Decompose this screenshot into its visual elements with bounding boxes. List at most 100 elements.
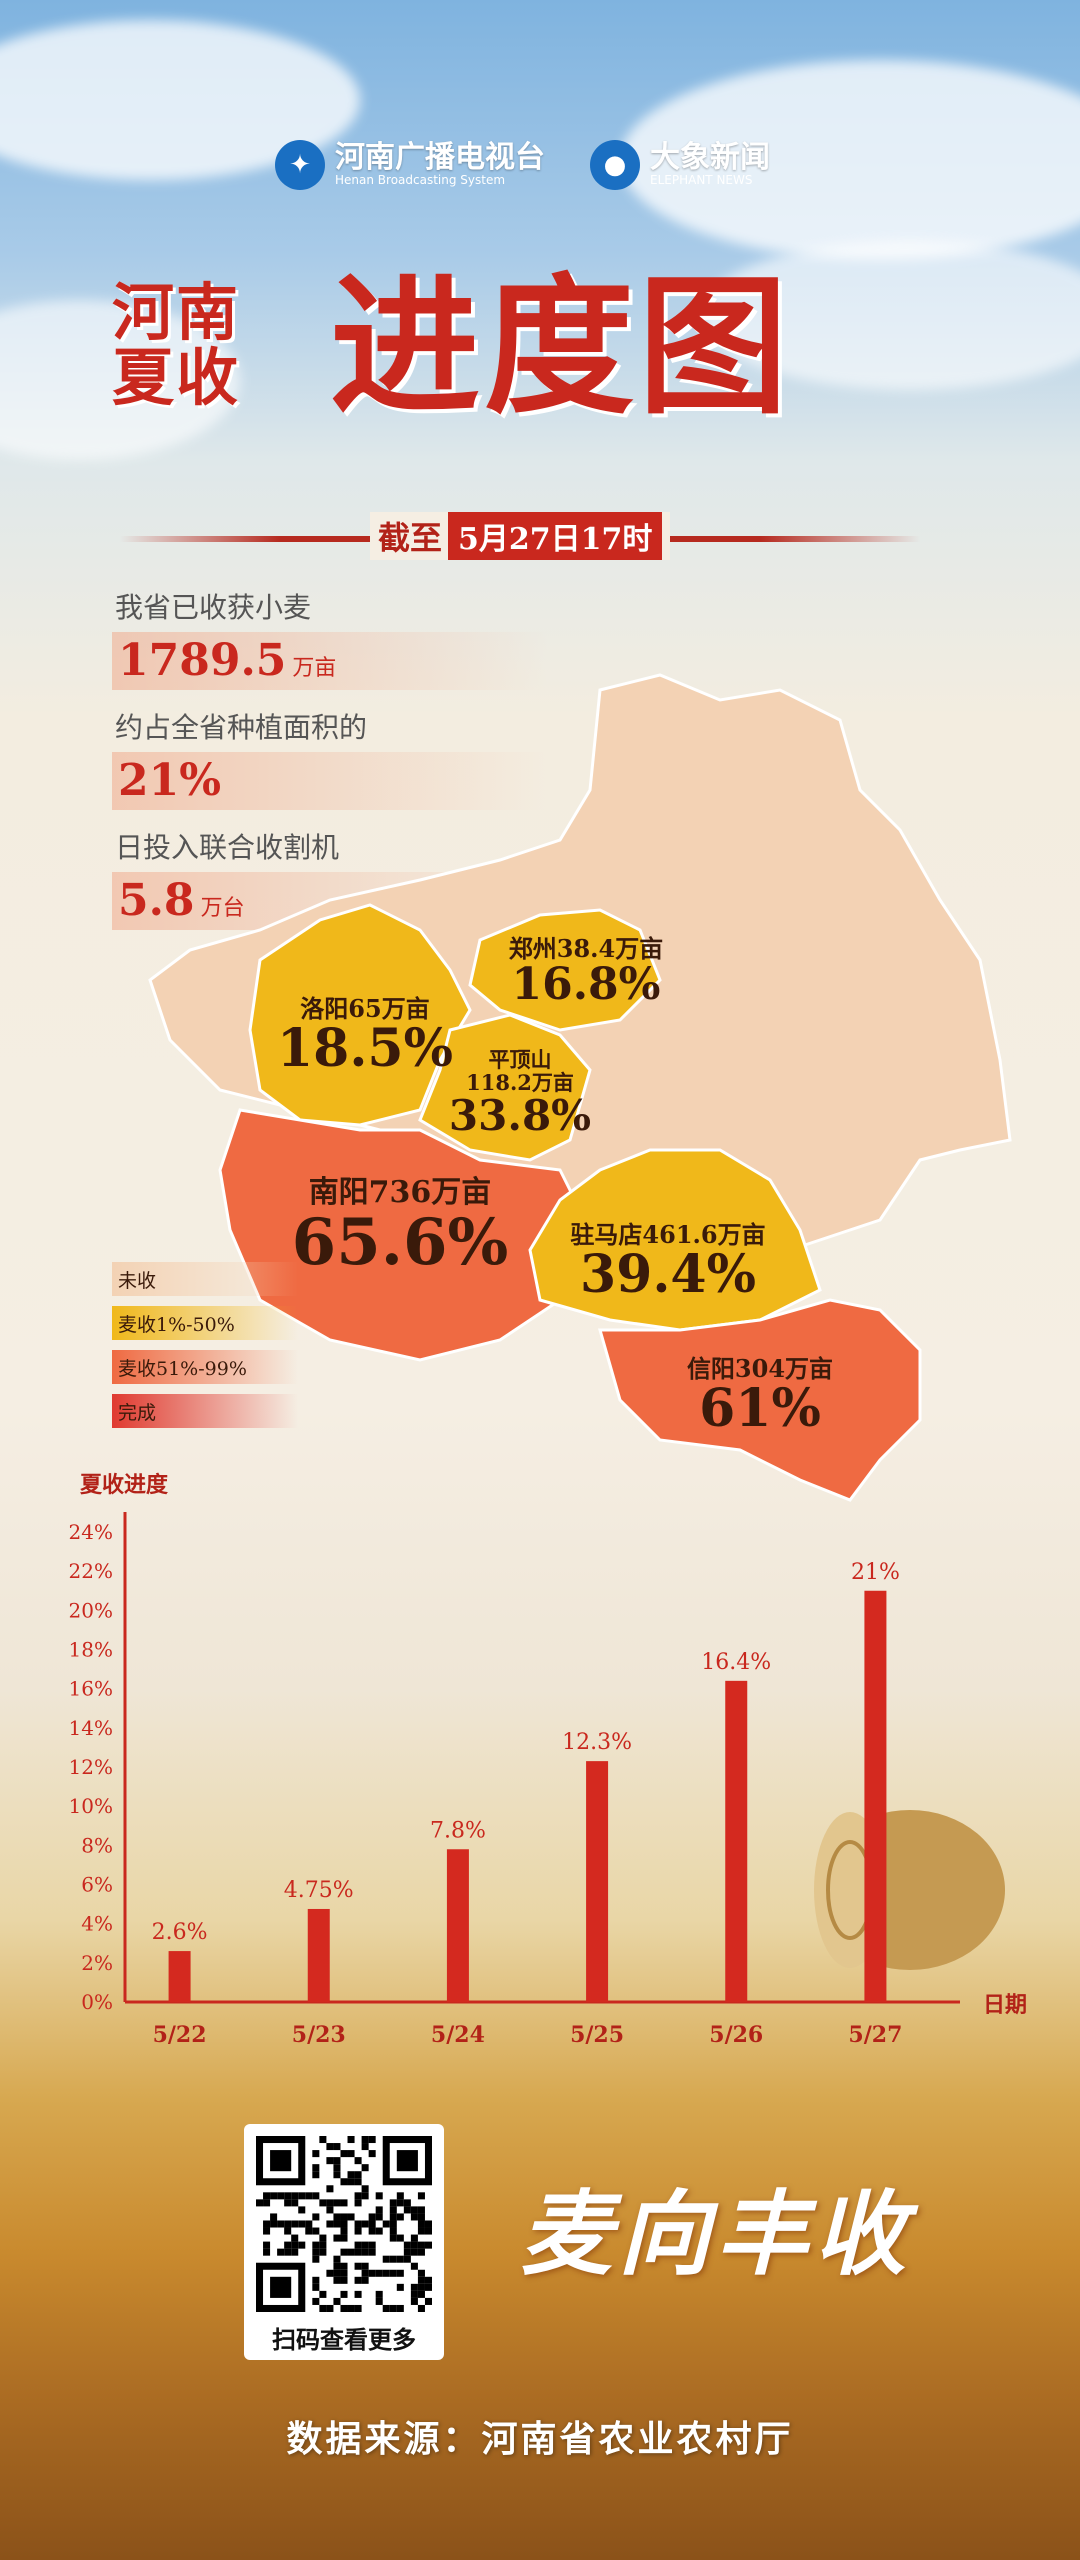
bar-value-label: 7.8%: [430, 1818, 486, 1843]
map-label-xinyang: 信阳304万亩 61%: [660, 1354, 860, 1440]
legend-mid: 麦收51%-99%: [112, 1350, 298, 1384]
henan-logo-name: 河南广播电视台: [335, 140, 545, 175]
y-tick-label: 0%: [81, 1990, 113, 2014]
map-region-zhengzhou: [468, 908, 662, 1032]
stat-label-harvested: 我省已收获小麦: [115, 591, 312, 624]
stat-harvested-value: 1789.5: [118, 635, 287, 686]
map-label-luoyang: 洛阳65万亩 18.5%: [270, 994, 460, 1080]
y-tick-label: 18%: [69, 1638, 113, 1662]
bar: [307, 1908, 330, 2002]
bar: [586, 1761, 609, 2002]
zhumadian-name: 驻马店461.6万亩: [570, 1220, 766, 1249]
legend-done: 完成: [112, 1394, 298, 1428]
map-region-xinyang: [598, 1298, 922, 1502]
xinyang-percent: 61%: [699, 1378, 821, 1440]
qr-code[interactable]: [256, 2136, 432, 2312]
map-region-luoyang: [248, 903, 472, 1127]
luoyang-percent: 18.5%: [276, 1018, 454, 1080]
bar: [864, 1590, 887, 2002]
legend-not-started: 未收: [112, 1262, 298, 1296]
title-line1: 河南: [112, 276, 241, 349]
stat-share: 21%: [112, 752, 548, 810]
pingdingshan-percent: 33.8%: [448, 1091, 592, 1141]
y-tick-label: 4%: [81, 1912, 113, 1936]
x-tick-label: 5/23: [292, 2022, 346, 2048]
map-label-pingdingshan: 平顶山 118.2万亩 33.8%: [440, 1048, 600, 1138]
pingdingshan-name: 平顶山: [488, 1047, 552, 1072]
map-label-zhumadian: 驻马店461.6万亩 39.4%: [548, 1220, 788, 1306]
slogan: 麦向丰收: [520, 2180, 913, 2288]
stat-label-share: 约占全省种植面积的: [115, 711, 368, 744]
x-tick-label: 5/24: [431, 2022, 485, 2048]
cloud: [700, 240, 1080, 390]
title-small: 河南 夏收: [112, 280, 312, 410]
legend-low-label: 麦收1%-50%: [118, 1313, 235, 1336]
henan-broadcasting-logo: ✦ 河南广播电视台 Henan Broadcasting System: [275, 140, 545, 190]
henan-logo-icon: ✦: [275, 140, 325, 190]
stat-harvesters-value: 5.8: [118, 875, 195, 926]
x-tick-label: 5/26: [709, 2022, 763, 2048]
bar: [168, 1951, 191, 2002]
bar-value-label: 16.4%: [701, 1650, 771, 1675]
y-tick-label: 6%: [81, 1873, 113, 1897]
elephant-paw-icon: ●: [590, 140, 640, 190]
bar-value-label: 12.3%: [562, 1730, 632, 1755]
cutoff-label: 截至: [378, 519, 443, 557]
legend-done-label: 完成: [118, 1401, 157, 1424]
xinyang-name: 信阳304万亩: [686, 1354, 834, 1383]
bar: [446, 1849, 469, 2002]
map-region-pingdingshan: [418, 1013, 592, 1162]
stat-harvested: 1789.5 万亩: [112, 632, 548, 690]
bar: [725, 1680, 748, 2002]
y-tick-label: 16%: [69, 1677, 113, 1701]
y-tick-label: 14%: [69, 1716, 113, 1740]
x-tick-label: 5/25: [570, 2022, 624, 2048]
qr-caption: 扫码查看更多: [272, 2326, 416, 2354]
map-label-nanyang: 南阳736万亩 65.6%: [280, 1176, 520, 1276]
y-tick-label: 24%: [69, 1520, 113, 1544]
x-tick-label: 5/22: [153, 2022, 207, 2048]
hay-bale-decoration: [814, 1810, 1005, 1970]
y-tick-label: 8%: [81, 1833, 113, 1857]
logo-bar: ✦ 河南广播电视台 Henan Broadcasting System ● 大象…: [0, 140, 1080, 200]
elephant-logo-name: 大象新闻: [650, 140, 770, 175]
stat-harvesters-unit: 万台: [200, 896, 245, 921]
qr-card[interactable]: 扫码查看更多: [244, 2124, 444, 2360]
y-tick-label: 20%: [69, 1598, 113, 1622]
stat-share-value: 21%: [118, 755, 222, 806]
y-tick-label: 2%: [81, 1951, 113, 1975]
data-source: 数据来源：河南省农业农村厅: [286, 2419, 794, 2460]
x-axis-title: 日期: [983, 1992, 1027, 2018]
y-tick-label: 22%: [69, 1559, 113, 1583]
pingdingshan-area: 118.2万亩: [466, 1070, 574, 1096]
nanyang-percent: 65.6%: [291, 1205, 509, 1280]
elephant-news-logo: ● 大象新闻 ELEPHANT NEWS: [590, 140, 770, 190]
luoyang-name: 洛阳65万亩: [300, 994, 430, 1023]
zhengzhou-percent: 16.8%: [511, 959, 661, 1011]
cutoff-value: 5月27日17时: [448, 512, 663, 560]
cloud: [620, 60, 1080, 260]
cutoff-time: 截至 5月27日17时: [370, 512, 671, 560]
x-tick-label: 5/27: [848, 2022, 902, 2048]
zhengzhou-name: 郑州38.4万亩: [508, 934, 664, 963]
legend-not-started-label: 未收: [118, 1269, 157, 1292]
stat-harvested-unit: 万亩: [292, 656, 337, 681]
map-legend: 未收 麦收1%-50% 麦收51%-99% 完成: [112, 1262, 298, 1438]
y-tick-label: 12%: [69, 1755, 113, 1779]
henan-logo-sub: Henan Broadcasting System: [335, 173, 506, 187]
y-axis-title: 夏收进度: [80, 1472, 169, 1498]
legend-mid-label: 麦收51%-99%: [118, 1357, 247, 1380]
henan-map: [148, 673, 1012, 1502]
title-line2: 夏收: [112, 341, 241, 415]
zhumadian-percent: 39.4%: [579, 1244, 757, 1306]
y-tick-label: 10%: [69, 1794, 113, 1818]
page-title: 进度图: [330, 259, 793, 435]
bar-value-label: 2.6%: [152, 1920, 208, 1945]
elephant-logo-sub: ELEPHANT NEWS: [650, 173, 753, 187]
stat-label-harvesters: 日投入联合收割机: [115, 831, 340, 864]
nanyang-name: 南阳736万亩: [308, 1175, 492, 1210]
map-label-zhengzhou: 郑州38.4万亩 16.8%: [496, 934, 676, 1011]
legend-low: 麦收1%-50%: [112, 1306, 298, 1340]
